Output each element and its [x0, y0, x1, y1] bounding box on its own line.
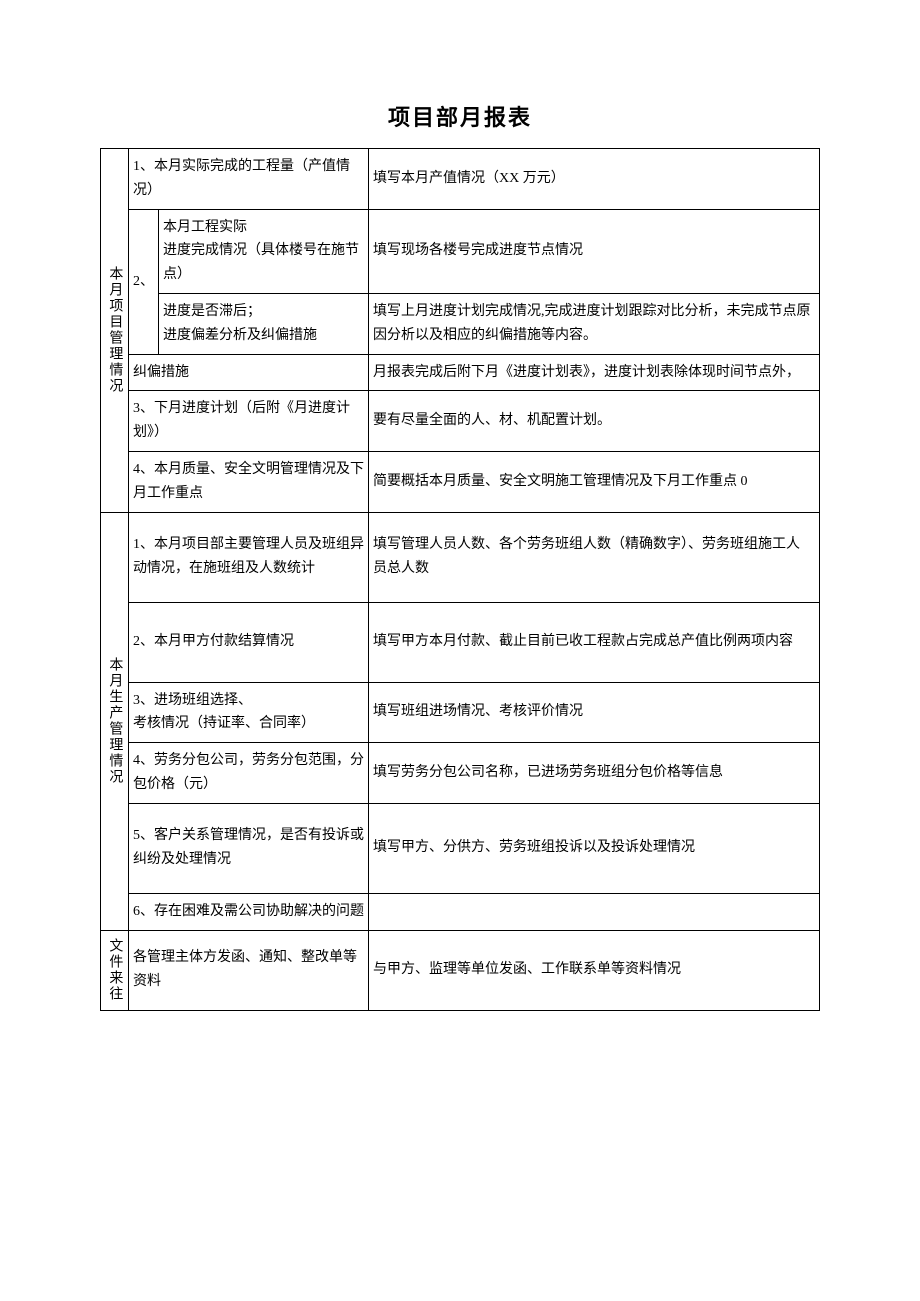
s1-r4-label: 3、下月进度计划（后附《月进度计划》） — [129, 391, 369, 452]
s2-r3-value: 填写班组进场情况、考核评价情况 — [369, 682, 820, 743]
s1-r3-label: 纠偏措施 — [129, 354, 369, 391]
s2-r2-value: 填写甲方本月付款、截止目前已收工程款占完成总产值比例两项内容 — [369, 602, 820, 682]
s2-r3-label: 3、进场班组选择、 考核情况（持证率、合同率） — [129, 682, 369, 743]
s1-r4-value: 要有尽量全面的人、材、机配置计划。 — [369, 391, 820, 452]
s1-r2a-value: 填写现场各楼号完成进度节点情况 — [369, 209, 820, 293]
s2-r5-label: 5、客户关系管理情况，是否有投诉或纠纷及处理情况 — [129, 803, 369, 893]
s2-r2-label: 2、本月甲方付款结算情况 — [129, 602, 369, 682]
s1-r2-num: 2、 — [129, 209, 159, 354]
s3-r1-label: 各管理主体方发函、通知、整改单等资料 — [129, 930, 369, 1010]
s2-r4-label: 4、劳务分包公司，劳务分包范围，分包价格（元） — [129, 743, 369, 804]
s1-r1-label: 1、本月实际完成的工程量（产值情况） — [129, 149, 369, 210]
s1-r5-value: 简要概括本月质量、安全文明施工管理情况及下月工作重点 0 — [369, 451, 820, 512]
s2-r1-label: 1、本月项目部主要管理人员及班组异动情况，在施班组及人数统计 — [129, 512, 369, 602]
s1-r2b-value: 填写上月进度计划完成情况,完成进度计划跟踪对比分析，未完成节点原因分析以及相应的… — [369, 293, 820, 354]
s1-r5-label: 4、本月质量、安全文明管理情况及下月工作重点 — [129, 451, 369, 512]
page-title: 项目部月报表 — [100, 100, 820, 132]
s2-r6-value — [369, 893, 820, 930]
s1-r3-value: 月报表完成后附下月《进度计划表》，进度计划表除体现时间节点外， — [369, 354, 820, 391]
s2-r6-label: 6、存在困难及需公司协助解决的问题 — [129, 893, 369, 930]
section1-header: 本月项目管理情况 — [101, 149, 129, 513]
section3-header: 文件来往 — [101, 930, 129, 1010]
s2-r4-value: 填写劳务分包公司名称，已进场劳务班组分包价格等信息 — [369, 743, 820, 804]
s1-r1-value: 填写本月产值情况（XX 万元） — [369, 149, 820, 210]
s2-r1-value: 填写管理人员人数、各个劳务班组人数（精确数字）、劳务班组施工人 员总人数 — [369, 512, 820, 602]
s2-r5-value: 填写甲方、分供方、劳务班组投诉以及投诉处理情况 — [369, 803, 820, 893]
s1-r2a-label: 本月工程实际 进度完成情况（具体楼号在施节点） — [159, 209, 369, 293]
section2-header: 本月生产管理情况 — [101, 512, 129, 930]
s3-r1-value: 与甲方、监理等单位发函、工作联系单等资料情况 — [369, 930, 820, 1010]
report-table: 本月项目管理情况 1、本月实际完成的工程量（产值情况） 填写本月产值情况（XX … — [100, 148, 820, 1011]
s1-r2b-label: 进度是否滞后； 进度偏差分析及纠偏措施 — [159, 293, 369, 354]
